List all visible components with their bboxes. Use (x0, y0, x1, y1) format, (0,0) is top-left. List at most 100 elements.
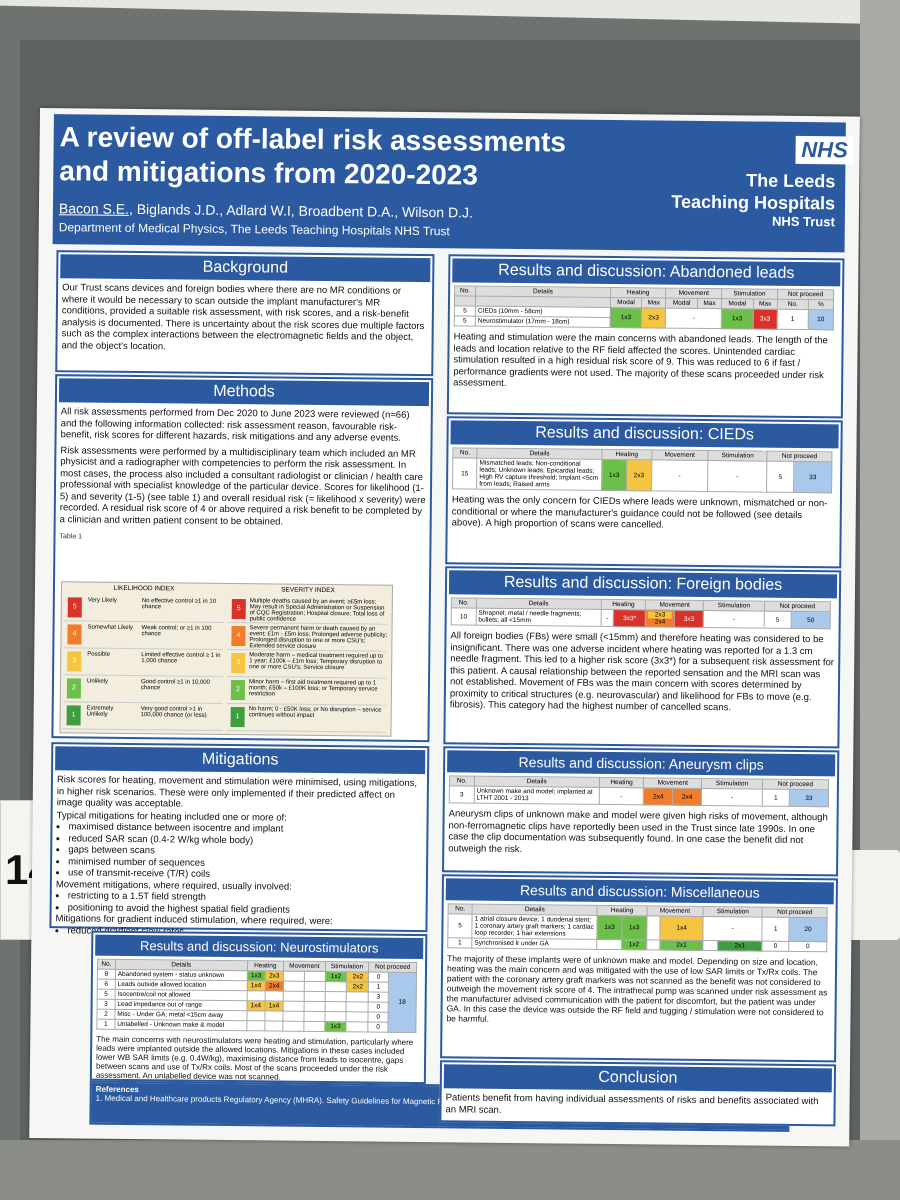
department: Department of Medical Physics, The Leeds… (58, 220, 450, 239)
cell (596, 939, 622, 950)
cell: 5 (766, 461, 794, 493)
lead-author: Bacon S.E. (58, 200, 130, 217)
cell (246, 1010, 265, 1021)
likelihood-name: Unlikely (86, 678, 109, 685)
col-max: Max (753, 298, 778, 310)
likelihood-name: Very Likely (87, 597, 117, 604)
likelihood-row: 4 Somewhat Likely Weak control; or ≥1 in 1… (63, 621, 224, 650)
foreign-bodies-heading: Results and discussion: Foreign bodies (448, 570, 838, 599)
poster-title: A review of off-label risk assessments a… (59, 121, 567, 191)
cell (346, 1021, 369, 1032)
cell (324, 1011, 347, 1022)
severity-row: 3 Moderate harm – medical treatment requi… (227, 649, 388, 679)
cell (646, 939, 661, 951)
cell: 1x3 (324, 1021, 347, 1032)
severity-score: 2 (230, 680, 246, 701)
cell: 2x3 2x4 (645, 609, 675, 628)
severity-row: 1 No harm; 0 - £50K loss; or No disruptio… (226, 703, 387, 733)
neurostimulators-table: No. Details Heating Movement Stimulation Not … (96, 959, 417, 1033)
col-modal: Modal (721, 298, 754, 309)
neurostimulators-text: The main concerns with neurostimulators … (95, 1034, 414, 1082)
likelihood-desc: Limited effective control ≥ 1 in 1,000 c… (141, 652, 221, 665)
abandoned-leads-text: Heating and stimulation were the main co… (453, 331, 828, 389)
likelihood-desc: Weak control; or ≥1 in 100 chance (141, 625, 212, 638)
cell (324, 981, 347, 992)
likelihood-column: LIKELIHOOD INDEX 5 Very Likely No effectiv… (62, 584, 224, 731)
likelihood-name: Possible (87, 651, 110, 658)
col-stimulation: Stimulation (325, 961, 369, 972)
severity-desc: Multiple deaths caused by an event; ≥£5m… (249, 598, 385, 623)
cell: - (600, 609, 614, 627)
col-max: Max (697, 298, 722, 309)
cell: 5 (764, 611, 792, 629)
background-heading: Background (60, 254, 431, 283)
cell: 1x4 (246, 980, 266, 991)
likelihood-desc: Good control ≥1 in 10,000 chance (140, 679, 211, 692)
cell: 1x4 (246, 1000, 265, 1011)
cell: - (707, 460, 768, 493)
cell: 2x3 (641, 307, 666, 329)
cell (264, 1020, 283, 1032)
table-row: Unlabelled - Unknown make & model (114, 1019, 247, 1031)
cell: 2x4 (643, 787, 673, 806)
likelihood-name: Extremely Unlikely (86, 705, 114, 718)
cell: - (598, 787, 644, 805)
cell (303, 991, 325, 1002)
methods-panel: Methods All risk assessments performed f… (51, 374, 434, 743)
cell (283, 981, 305, 992)
table-row: Unknown make and model; implanted at LTH… (473, 786, 600, 805)
cell: 1 (776, 309, 809, 330)
cell: 10 (807, 309, 834, 330)
cieds-text: Heating was the only concern for CIEDs w… (451, 494, 828, 531)
table-row: 6 (97, 979, 116, 990)
table-row: 3 (449, 785, 475, 804)
likelihood-score: 4 (67, 624, 82, 645)
col-modal: Modal (665, 298, 698, 309)
col-stimulation: Stimulation (721, 288, 778, 300)
table-row: Shrapnel; metal / needle fragments; bull… (475, 608, 601, 627)
cell: - (665, 308, 722, 329)
background-text: Our Trust scans devices and foreign bodi… (61, 282, 425, 352)
cell: 2x2 (346, 981, 369, 992)
heating-mitigation-list: maximised distance between isocentre and… (56, 821, 423, 882)
cell (303, 1011, 325, 1022)
col-movement: Movement (651, 449, 709, 461)
cell (264, 990, 284, 1002)
aneurysm-clips-text: Aneurysm clips of unknown make and model… (448, 808, 828, 855)
table-row: Neurostimulator (17mm - 18cm) (475, 316, 611, 328)
severity-desc: Minor harm – first aid treatment require… (248, 679, 378, 698)
foreign-bodies-table: No. Details Heating Movement Stimulation Not … (451, 597, 831, 629)
cell: 1 (368, 981, 389, 993)
severity-score: 5 (231, 599, 246, 620)
aneurysm-clips-heading: Results and discussion: Aneurysm clips (447, 750, 836, 777)
cell (346, 1001, 369, 1012)
col-no: No. (451, 597, 477, 609)
likelihood-row: 5 Very Likely No effective control ≥1 in 1… (63, 594, 224, 623)
foreign-bodies-panel: Results and discussion: Foreign bodies N… (443, 566, 842, 749)
table-row: 2 (96, 1009, 115, 1020)
cell: 1x3 (601, 459, 627, 491)
cell: 50 (791, 611, 831, 629)
col-movement: Movement (283, 961, 326, 972)
likelihood-desc: Very good control >1 in 100,000 chance (… (140, 706, 207, 719)
likelihood-desc: No effective control ≥1 in 10 chance (141, 598, 217, 611)
cell (283, 1001, 304, 1012)
col-stimulation: Stimulation (703, 906, 763, 918)
table-row: 3 (97, 999, 115, 1010)
cell: 0 (368, 1001, 389, 1013)
miscellaneous-panel: Results and discussion: Miscellaneous No… (440, 874, 838, 1063)
cell (304, 971, 326, 982)
col-not-proceed: Not proceed (762, 907, 828, 918)
trust-line-1: The Leeds (746, 170, 836, 192)
col-no: No. (449, 775, 475, 787)
aneurysm-clips-table: No. Details Heating Movement Stimulation Not … (449, 775, 829, 807)
cell (246, 990, 266, 1001)
col-max: Max (641, 297, 666, 309)
col-not-proceed: Not proceed (764, 601, 831, 612)
authors: Bacon S.E., Biglands J.D., Adlard W.I, B… (59, 200, 473, 220)
cell (303, 1001, 325, 1012)
background-panel: Background Our Trust scans devices and f… (55, 250, 435, 377)
cell: 1x2 (621, 939, 647, 950)
col-movement: Movement (646, 905, 704, 917)
